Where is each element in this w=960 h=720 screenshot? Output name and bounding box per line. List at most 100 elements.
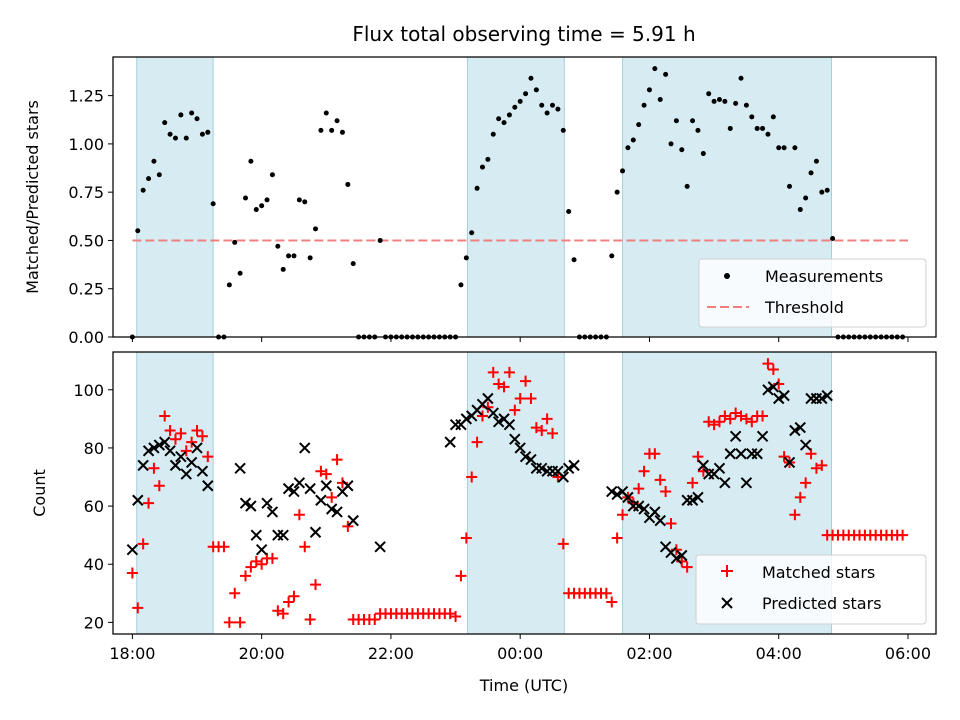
measurement-point xyxy=(269,172,275,178)
measurement-point xyxy=(824,187,830,193)
matched-star-point xyxy=(159,410,171,422)
bottom-legend: Matched stars Predicted stars xyxy=(695,554,927,625)
measurement-point xyxy=(620,168,626,174)
measurement-point xyxy=(167,131,173,137)
predicted-star-point xyxy=(239,497,252,509)
measurement-point xyxy=(329,127,335,133)
matched-star-point xyxy=(218,541,230,553)
predicted-star-point xyxy=(525,453,537,466)
predicted-star-point xyxy=(132,494,144,506)
measurement-point xyxy=(302,199,308,205)
matched-star-point xyxy=(256,558,268,570)
measurement-point xyxy=(770,114,776,120)
matched-star-point xyxy=(326,491,338,503)
measurement-point xyxy=(700,151,706,157)
measurement-point xyxy=(506,112,512,118)
measurement-point xyxy=(690,118,696,124)
measurement-point xyxy=(781,145,787,151)
matched-star-point xyxy=(153,480,165,492)
predicted-star-point xyxy=(487,407,499,419)
y-tick-label: 20 xyxy=(84,613,104,632)
matched-star-point xyxy=(746,416,758,428)
y-tick-label: 1.25 xyxy=(68,87,104,106)
matched-star-point xyxy=(557,538,569,550)
matched-star-point xyxy=(600,587,612,599)
predicted-star-point xyxy=(250,529,262,541)
legend-measurements-marker xyxy=(724,273,730,279)
measurement-point xyxy=(539,102,545,108)
matched-star-point xyxy=(611,532,623,544)
matched-star-point xyxy=(514,393,526,405)
matched-star-point xyxy=(665,518,677,530)
predicted-star-point xyxy=(196,465,209,477)
measurement-point xyxy=(151,158,157,164)
predicted-star-point xyxy=(153,439,166,451)
measurement-point xyxy=(345,181,351,187)
predicted-star-point xyxy=(309,526,322,538)
predicted-star-point xyxy=(762,384,774,396)
measurement-point xyxy=(792,145,798,151)
predicted-star-point xyxy=(632,500,645,512)
matched-star-point xyxy=(180,445,192,457)
predicted-star-point xyxy=(799,439,812,451)
predicted-star-point xyxy=(315,494,327,506)
measurement-point xyxy=(226,282,232,288)
top-data-points xyxy=(129,66,906,340)
legend-threshold-label: Threshold xyxy=(764,298,844,317)
top-legend-box xyxy=(698,258,927,328)
measurement-point xyxy=(760,125,766,131)
measurement-point xyxy=(657,96,663,102)
measurement-point xyxy=(485,156,491,162)
x-tick-label: 06:00 xyxy=(885,644,931,663)
bottom-legend-box xyxy=(695,554,927,625)
predicted-star-point xyxy=(325,503,338,515)
matched-star-point xyxy=(816,459,828,471)
measurement-point xyxy=(743,102,749,108)
measurement-point xyxy=(286,253,292,259)
measurement-point xyxy=(135,228,141,234)
predicted-star-point xyxy=(773,392,785,405)
predicted-star-point xyxy=(255,543,268,556)
matched-star-point xyxy=(234,616,246,628)
measurement-point xyxy=(296,197,302,203)
top-panel: Flux total observing time = 5.91 h 0.000… xyxy=(23,22,937,347)
y-tick-label: 0.50 xyxy=(68,231,104,250)
measurement-point xyxy=(210,201,216,207)
measurement-point xyxy=(183,135,189,141)
matched-star-point xyxy=(503,366,515,378)
measurement-point xyxy=(722,98,728,104)
measurement-point xyxy=(544,110,550,116)
matched-star-point xyxy=(654,474,666,486)
predicted-star-point xyxy=(245,500,257,512)
predicted-star-point xyxy=(622,491,634,504)
measurement-point xyxy=(275,243,281,249)
matched-star-point xyxy=(169,433,181,445)
measurement-point xyxy=(496,116,502,122)
predicted-star-point xyxy=(783,456,796,469)
predicted-star-point xyxy=(562,462,575,474)
matched-star-point xyxy=(681,561,693,573)
measurement-point xyxy=(156,172,162,178)
matched-star-point xyxy=(164,424,176,436)
measurement-point xyxy=(711,98,717,104)
measurement-point xyxy=(663,71,669,77)
measurement-point xyxy=(749,114,755,120)
matched-star-point xyxy=(724,413,736,425)
matched-star-point xyxy=(277,608,289,620)
y-tick-label: 0.25 xyxy=(68,280,104,299)
predicted-star-point xyxy=(670,552,683,565)
x-tick-label: 02:00 xyxy=(626,644,672,663)
measurement-point xyxy=(646,87,652,93)
measurement-point xyxy=(523,91,529,97)
measurement-point xyxy=(813,158,819,164)
measurement-point xyxy=(716,96,722,102)
predicted-star-point xyxy=(767,381,780,393)
bottom-panel: 18:00 20:00 22:00 00:00 02:00 04:00 06:00 20 40… xyxy=(30,351,937,695)
measurement-point xyxy=(776,145,782,151)
measurement-point xyxy=(512,104,518,110)
measurement-point xyxy=(571,257,577,263)
measurement-point xyxy=(232,239,238,245)
predicted-star-point xyxy=(692,491,704,504)
matched-star-point xyxy=(606,596,618,608)
predicted-star-point xyxy=(676,549,688,562)
